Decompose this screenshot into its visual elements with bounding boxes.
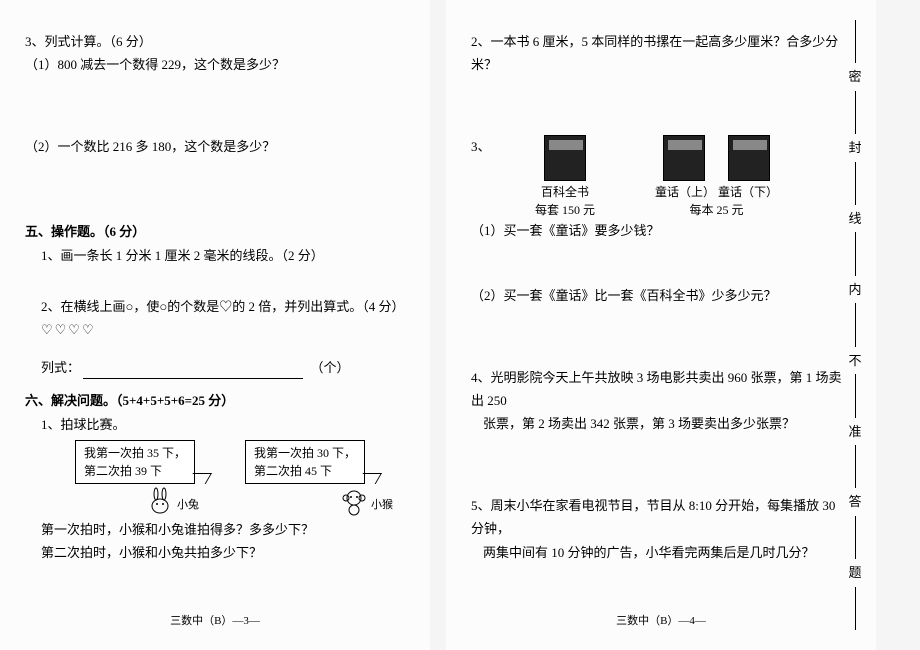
margin-char: 准 (848, 418, 861, 445)
monkey-bubble: 我第一次拍 30 下， 第二次拍 45 下 (245, 440, 365, 484)
sec6-1-q1: 第一次拍时，小猴和小兔谁拍得多？多多少下？ (25, 518, 405, 541)
book-encyclopedia-thumb (544, 135, 586, 181)
books-row: 百科全书 每套 150 元 童话（上） 童话（下） 每本 25 元 (495, 135, 851, 219)
q3-label: 3、 (471, 135, 495, 158)
q3-1: （1）买一套《童话》要多少钱？ (471, 219, 851, 242)
margin-char: 题 (848, 559, 861, 586)
page-left: 3、列式计算。（6 分） （1）800 减去一个数得 229，这个数是多少？ （… (0, 0, 430, 650)
rabbit: 小兔 (145, 486, 199, 516)
speech-bubbles-row: 我第一次拍 35 下， 第二次拍 39 下 我第一次拍 30 下， 第二次拍 4… (25, 440, 405, 484)
book-tale-price: 每本 25 元 (655, 201, 778, 219)
margin-char: 线 (848, 205, 861, 232)
rabbit-bubble-l1: 我第一次拍 35 下， (84, 444, 186, 462)
equation-line: 列式： （个） (25, 356, 405, 379)
sec5-2: 2、在横线上画○，使○的个数是♡的 2 倍，并列出算式。（4 分） (25, 295, 405, 318)
book-encyclopedia: 百科全书 每套 150 元 (535, 135, 595, 219)
q3-title: 3、列式计算。（6 分） (25, 30, 405, 53)
book-tale-up: 童话（上） (655, 185, 715, 199)
sec5-title: 五、操作题。（6 分） (25, 220, 405, 243)
margin-char: 封 (848, 134, 861, 161)
q5-l1: 5、周末小华在家看电视节目，节目从 8:10 分开始，每集播放 30 分钟， (471, 494, 851, 541)
q2: 2、一本书 6 厘米，5 本同样的书摞在一起高多少厘米？合多少分米？ (471, 30, 851, 77)
rabbit-bubble: 我第一次拍 35 下， 第二次拍 39 下 (75, 440, 195, 484)
footer-right: 三数中（B）―4― (616, 612, 706, 632)
book-enc-name: 百科全书 (535, 183, 595, 201)
margin-char: 不 (848, 347, 861, 374)
q4-l2: 张票，第 2 场卖出 342 张票，第 3 场要卖出多少张票？ (471, 412, 851, 435)
eq-underline (83, 363, 303, 379)
eq-unit: （个） (307, 360, 350, 375)
rabbit-icon (145, 486, 175, 516)
monkey-label: 小猴 (371, 496, 393, 516)
monkey-icon (339, 486, 369, 516)
margin-char: 答 (848, 488, 861, 515)
book-tale-down: 童话（下） (718, 185, 778, 199)
page-right: 2、一本书 6 厘米，5 本同样的书摞在一起高多少厘米？合多少分米？ 3、 百科… (446, 0, 876, 650)
hearts-row: ♡♡♡♡ (25, 318, 405, 341)
book-tale-up-thumb (663, 135, 705, 181)
monkey-bubble-l2: 第二次拍 45 下 (254, 462, 356, 480)
rabbit-label: 小兔 (177, 496, 199, 516)
book-tales: 童话（上） 童话（下） 每本 25 元 (655, 135, 778, 219)
footer-left: 三数中（B）―3― (170, 612, 260, 632)
q3-2: （2）买一套《童话》比一套《百科全书》少多少元？ (471, 284, 851, 307)
monkey-bubble-l1: 我第一次拍 30 下， (254, 444, 356, 462)
animals-row: 小兔 小猴 (25, 486, 405, 516)
q3-1: （1）800 减去一个数得 229，这个数是多少？ (25, 53, 405, 76)
sec6-1: 1、拍球比赛。 (25, 413, 405, 436)
sec6-title: 六、解决问题。（5+4+5+5+6=25 分） (25, 389, 405, 412)
margin-char: 内 (848, 276, 861, 303)
seal-line-strip: 密 封 线 内 不 准 答 题 (844, 20, 866, 630)
margin-char: 密 (848, 63, 861, 90)
sec6-1-q2: 第二次拍时，小猴和小兔共拍多少下？ (25, 541, 405, 564)
monkey: 小猴 (339, 486, 393, 516)
book-enc-price: 每套 150 元 (535, 201, 595, 219)
q3-2: （2）一个数比 216 多 180，这个数是多少？ (25, 135, 405, 158)
book-tale-down-thumb (728, 135, 770, 181)
sec5-1: 1、画一条长 1 分米 1 厘米 2 毫米的线段。（2 分） (25, 244, 405, 267)
eq-label: 列式： (41, 360, 80, 375)
rabbit-bubble-l2: 第二次拍 39 下 (84, 462, 186, 480)
q4-l1: 4、光明影院今天上午共放映 3 场电影共卖出 960 张票，第 1 场卖出 25… (471, 366, 851, 413)
q5-l2: 两集中间有 10 分钟的广告，小华看完两集后是几时几分？ (471, 541, 851, 564)
